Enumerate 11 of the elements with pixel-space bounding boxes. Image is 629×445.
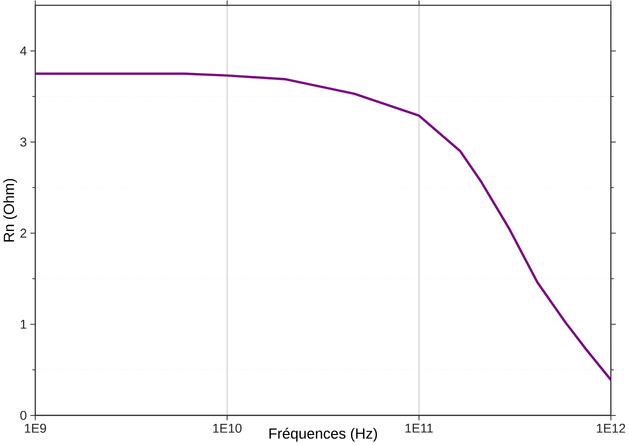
y-tick-label: 3 xyxy=(20,138,26,147)
x-tick-label: 1E12 xyxy=(596,424,626,433)
x-tick-label: 1E11 xyxy=(406,424,433,433)
x-tick-label: 1E10 xyxy=(213,424,242,433)
y-axis-title: Rn (Ohm) xyxy=(3,179,18,242)
x-axis-title: Fréquences (Hz) xyxy=(269,428,377,442)
y-tick-label: 2 xyxy=(20,228,26,238)
y-tick-label: 1 xyxy=(20,320,26,329)
y-tick-label: 0 xyxy=(20,410,26,420)
y-tick-label: 4 xyxy=(20,46,27,56)
x-tick-label: 1E9 xyxy=(24,424,46,433)
